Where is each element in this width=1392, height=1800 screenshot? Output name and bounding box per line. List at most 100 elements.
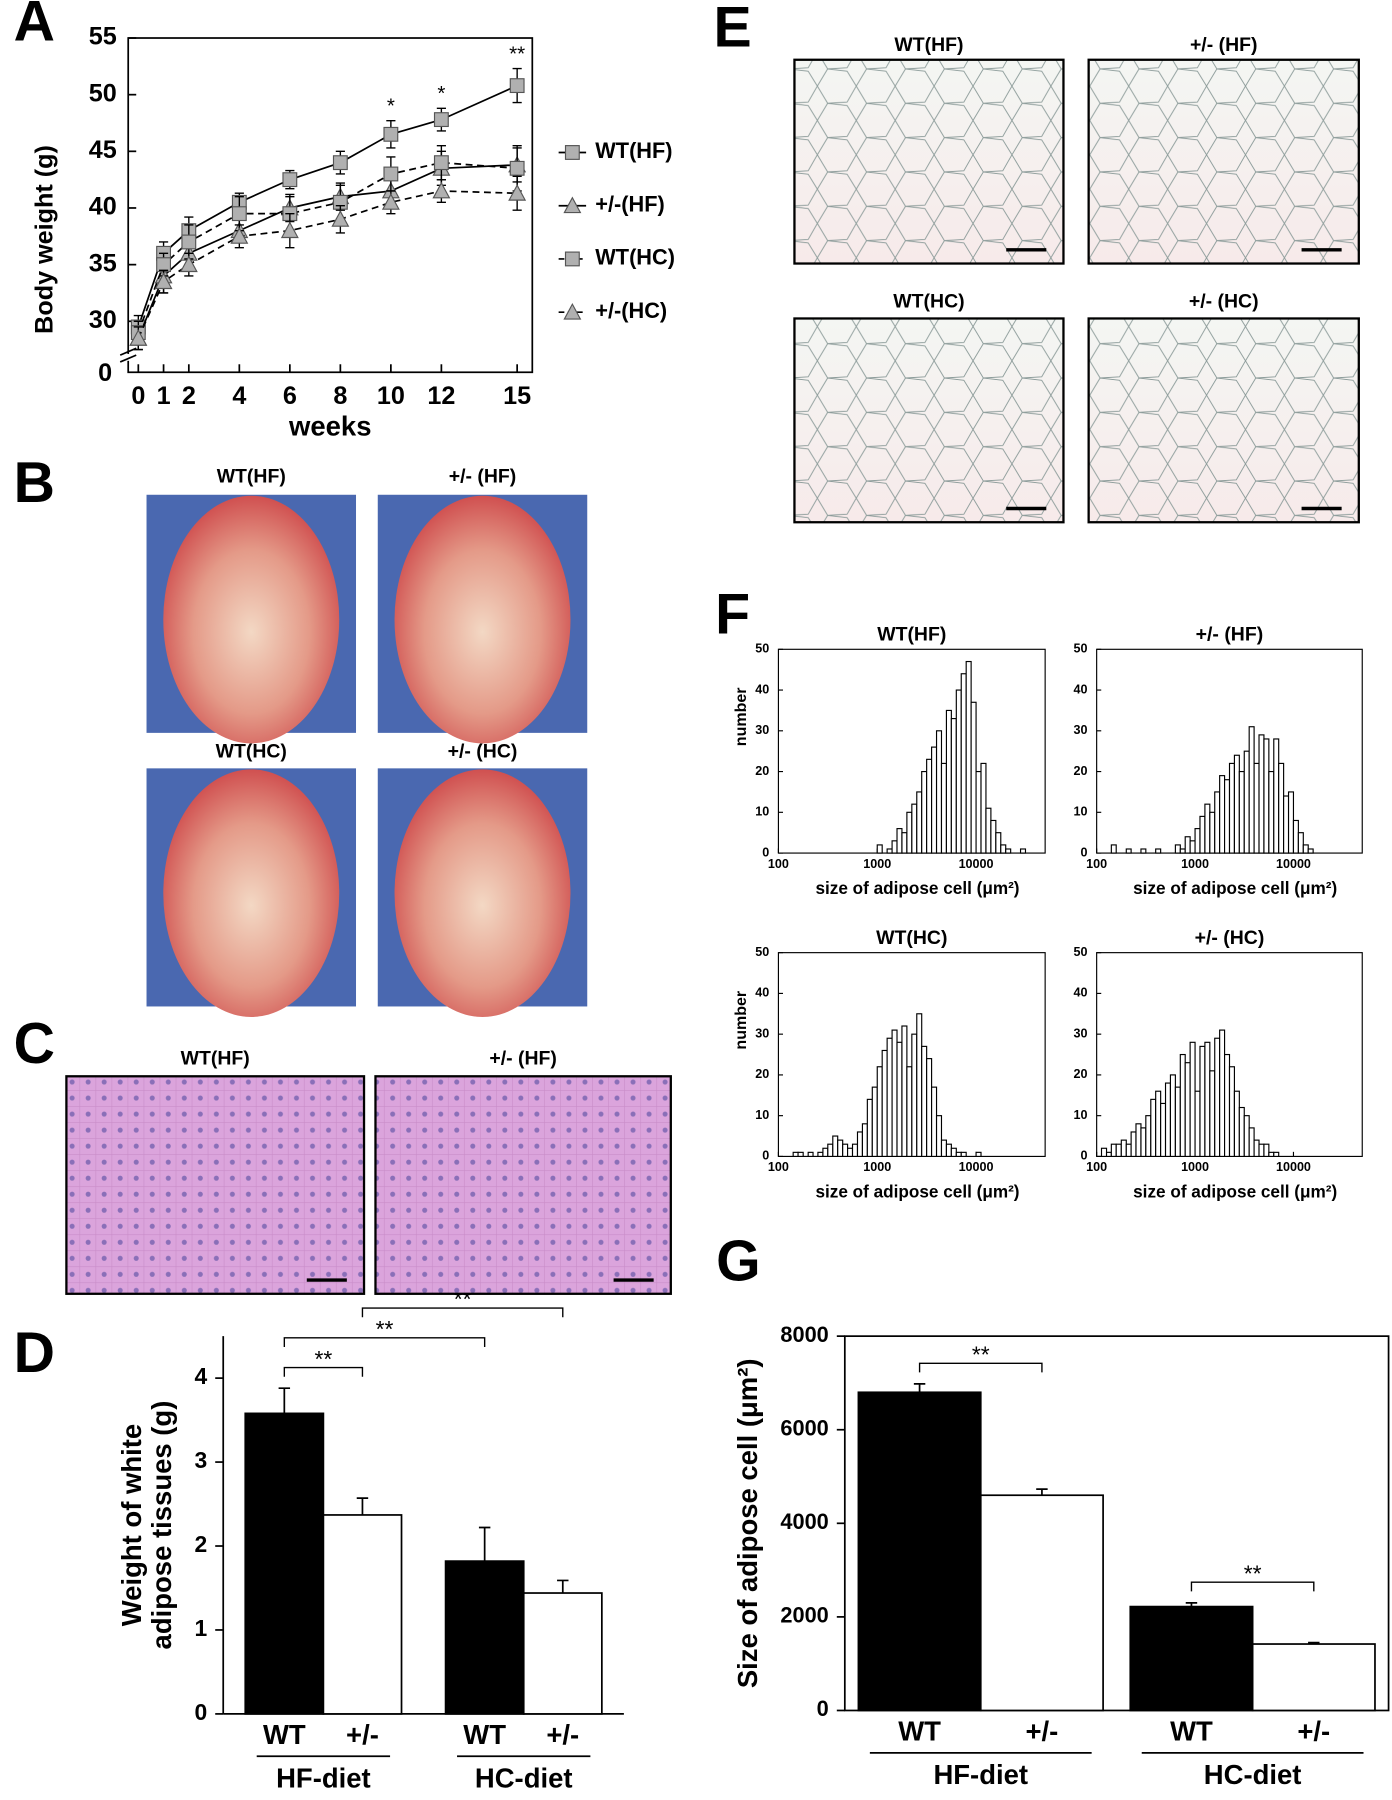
marker (381, 193, 400, 210)
y-tick-label: 30 (1074, 723, 1088, 737)
photo-label: +/- (HC) (1189, 291, 1259, 313)
y-tick-label: 20 (755, 1067, 769, 1081)
histogram-bar (886, 1037, 893, 1157)
marker (282, 172, 298, 188)
histogram-bar (1302, 844, 1309, 854)
y-tick-label: 55 (89, 23, 117, 51)
histogram-bar (901, 832, 908, 854)
y-tick-label: 20 (1074, 1067, 1088, 1081)
x-tick-label: 100 (768, 857, 789, 871)
histogram-bar (1297, 832, 1304, 854)
photo-label: +/- (HC) (448, 740, 518, 762)
histogram-bar (1253, 762, 1260, 854)
histogram-bar (797, 1151, 804, 1157)
histogram-bar (1233, 754, 1240, 854)
y-tick-label: 10 (755, 805, 769, 819)
x-axis-label: size of adipose cell (μm²) (815, 878, 1019, 898)
histogram-bar (896, 828, 903, 854)
histogram-bar (906, 1066, 913, 1157)
error-bar (478, 1526, 491, 1562)
histogram-bar (1263, 738, 1270, 854)
marker (181, 234, 197, 250)
histogram-bar (1273, 1151, 1280, 1157)
photo-label: +/- (HF) (489, 1047, 557, 1069)
marker (280, 221, 299, 239)
chart-title: +/- (HF) (1196, 624, 1264, 646)
histogram-bar (935, 1115, 943, 1157)
marker (433, 155, 449, 171)
histogram-bar (950, 1147, 957, 1157)
histogram-bar (1194, 828, 1201, 854)
photo-texture (794, 59, 1064, 264)
bar (322, 1514, 403, 1715)
error-bar (278, 1387, 291, 1414)
histogram-bar (1105, 1151, 1112, 1157)
series-label: WT (263, 1719, 306, 1750)
histogram-bar (891, 840, 898, 854)
x-tick-label: 0 (131, 382, 145, 410)
axis-break (119, 354, 137, 363)
histogram-bar (1204, 1041, 1211, 1157)
histogram-bar (1160, 1102, 1167, 1157)
panel-letter: F (715, 583, 750, 647)
histogram-bar (945, 709, 952, 854)
histogram-bar (1019, 848, 1027, 854)
y-tick-label: 40 (1074, 986, 1088, 1000)
chart-title: WT(HC) (876, 927, 947, 949)
x-tick-label: 6 (283, 382, 297, 410)
y-tick-label: 4000 (780, 1509, 828, 1534)
legend-label: WT(HF) (595, 138, 672, 163)
histogram-bar (822, 1147, 829, 1157)
series-line (137, 164, 518, 339)
y-tick-label: 40 (1074, 682, 1088, 696)
histogram-bar (1174, 1086, 1181, 1157)
series-label: +/- (346, 1719, 379, 1750)
histogram-bar (1219, 1029, 1226, 1157)
x-tick-label: 10000 (959, 857, 994, 871)
y-tick-label: 10 (1074, 1108, 1088, 1122)
histogram-bar (995, 832, 1002, 854)
histogram-bar (1204, 803, 1211, 854)
x-tick-label: 15 (503, 382, 531, 410)
y-tick-label: 6000 (780, 1415, 828, 1440)
axis-break-gap (121, 353, 136, 361)
photo-frame (1087, 317, 1360, 524)
x-tick-label: 12 (427, 382, 455, 410)
series-label: WT (898, 1716, 941, 1747)
histogram-bar (916, 1013, 923, 1157)
x-tick-label: 10 (377, 382, 405, 410)
histogram-bar (1150, 1098, 1157, 1157)
series-label: WT (463, 1719, 506, 1750)
significance-mark: * (437, 82, 445, 105)
y-tick-label: 40 (755, 986, 769, 1000)
y-tick-label: 40 (89, 193, 117, 221)
photo-subject (163, 495, 340, 744)
marker (154, 272, 173, 290)
histogram-bar (1110, 844, 1117, 854)
y-tick-label: 45 (89, 136, 117, 164)
histogram-bar (1115, 1143, 1122, 1157)
histogram-bar (1273, 738, 1280, 854)
histogram-bar (1258, 734, 1265, 854)
histogram-bar (1238, 770, 1245, 854)
histogram-bar (1199, 1045, 1206, 1157)
y-tick-label: 50 (1074, 642, 1088, 656)
error-bar (913, 1383, 926, 1393)
histogram-bar (792, 1151, 799, 1157)
histogram-bar (1130, 1131, 1137, 1157)
histogram-bar (1292, 819, 1299, 854)
marker (433, 112, 449, 128)
marker (383, 126, 399, 142)
photo-subject (394, 495, 571, 744)
group-label: HC-diet (475, 1763, 573, 1794)
error-bar (1036, 1488, 1048, 1496)
histogram-bar (1214, 791, 1221, 854)
x-tick-label: 10000 (1276, 857, 1311, 871)
y-tick-label: 0 (1081, 845, 1088, 859)
panel-letter: B (14, 451, 55, 515)
series-label: +/- (1297, 1716, 1330, 1747)
histogram-bar (1258, 1143, 1265, 1157)
legend-marker (564, 251, 580, 267)
legend-label: +/-(HF) (595, 191, 664, 216)
